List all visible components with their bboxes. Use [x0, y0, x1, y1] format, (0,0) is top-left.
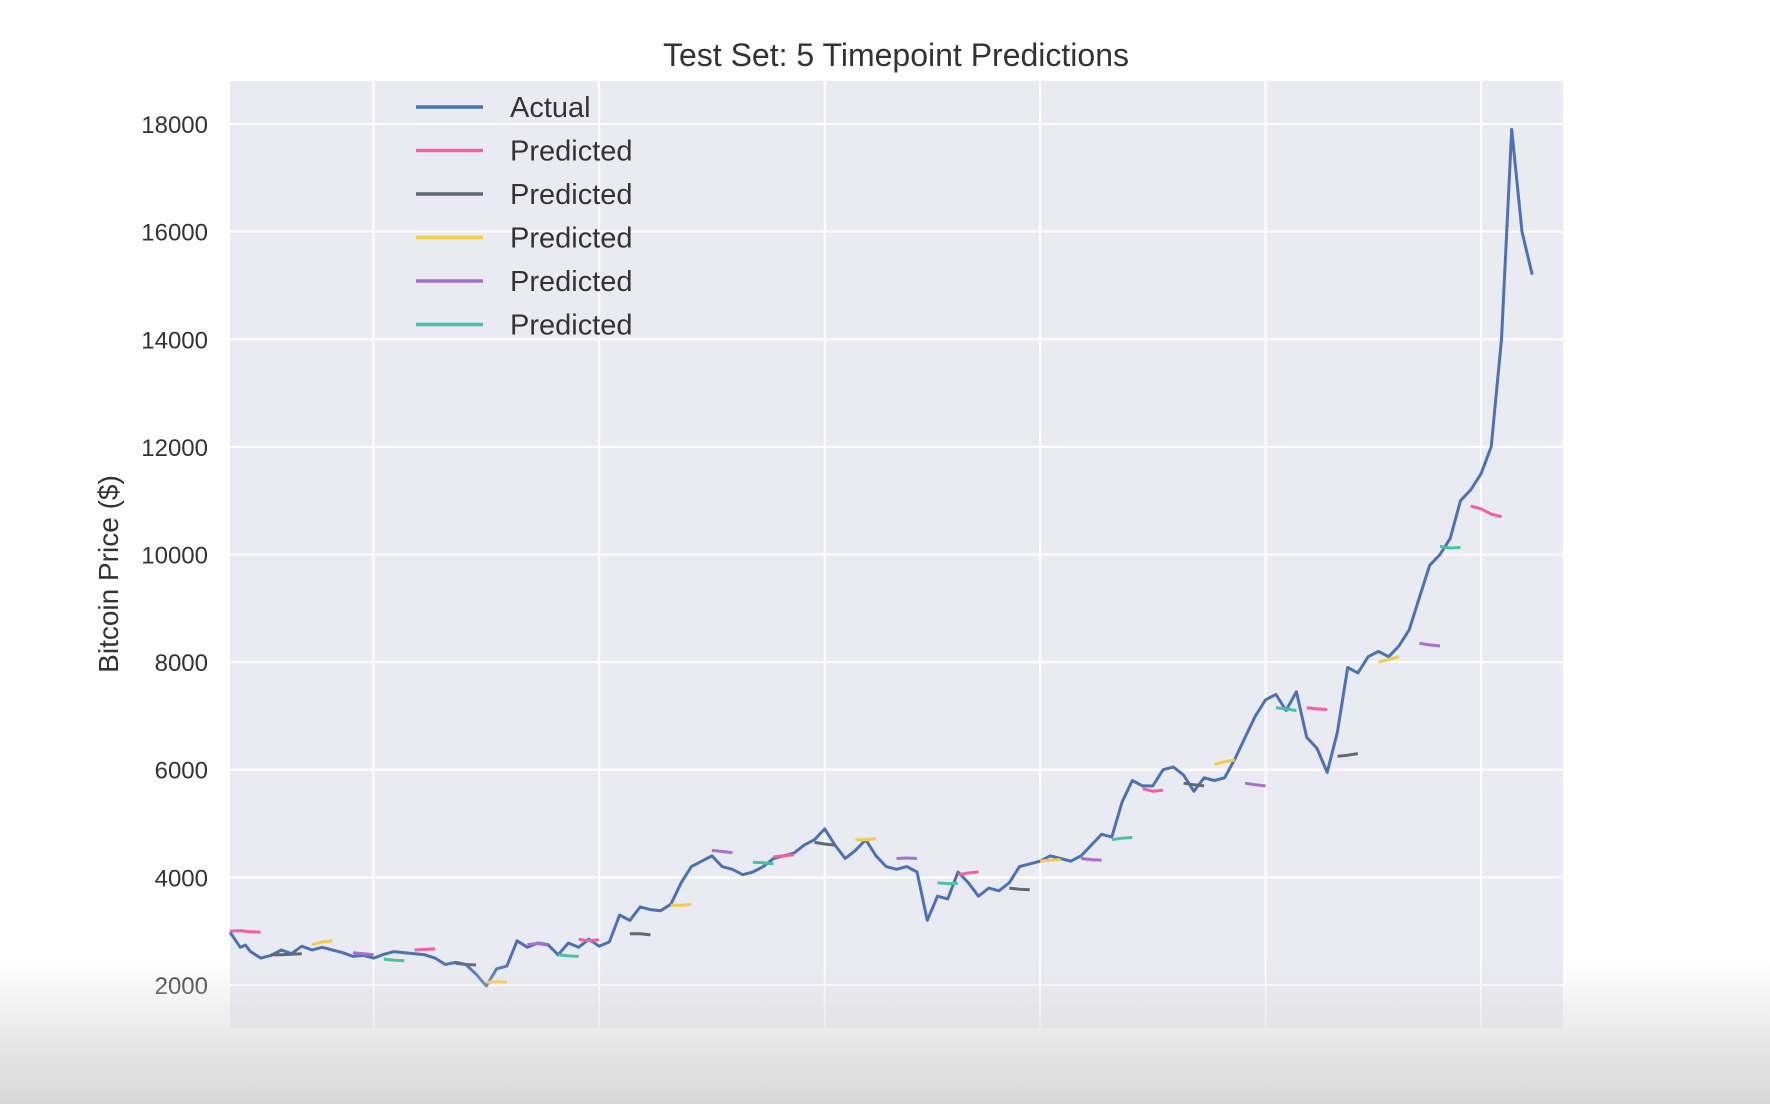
- series-line-predicted-2: [1183, 781, 1205, 788]
- y-tick-label: 18000: [141, 112, 208, 139]
- legend-label: Predicted: [510, 310, 633, 342]
- series-line-predicted-5: [937, 881, 959, 886]
- legend-label: Predicted: [510, 136, 633, 168]
- series-line-predicted-5: [752, 860, 774, 866]
- series-line-predicted-5: [1439, 544, 1461, 550]
- y-tick-label: 10000: [141, 543, 208, 570]
- series-line-predicted-4: [1080, 857, 1102, 862]
- series-line-predicted-1: [1306, 706, 1328, 711]
- series-line-predicted-1: [414, 947, 436, 952]
- y-axis-label: Bitcoin Price ($): [93, 475, 124, 673]
- series-line-predicted-4: [352, 951, 374, 957]
- series-line-predicted-1: [578, 937, 600, 943]
- legend-label: Predicted: [510, 179, 633, 211]
- series-line-predicted-4: [1244, 781, 1266, 788]
- series-line-predicted-1: [1142, 787, 1164, 793]
- legend-label: Actual: [510, 92, 591, 124]
- series-line-predicted-3: [1378, 655, 1400, 664]
- series-line-predicted-5: [1275, 706, 1297, 712]
- series-line-predicted-3: [670, 902, 692, 907]
- y-tick-label: 16000: [141, 220, 208, 247]
- series-line-predicted-3: [1214, 758, 1236, 766]
- legend-label: Predicted: [510, 266, 633, 298]
- series-line-predicted-5: [557, 953, 579, 958]
- series-line-predicted-5: [1111, 836, 1133, 842]
- series-line-predicted-2: [814, 840, 836, 847]
- series-line-predicted-2: [629, 932, 651, 937]
- legend-label: Predicted: [510, 223, 633, 255]
- y-tick-label: 8000: [155, 650, 208, 677]
- series-line-predicted-2: [1009, 886, 1030, 892]
- y-tick-label: 12000: [141, 435, 208, 462]
- y-tick-labels: 2000 4000 6000 8000 10000 12000 14000 16000 1800…: [141, 112, 208, 1000]
- series-line-predicted-3: [486, 980, 507, 984]
- series-line-predicted-1: [773, 853, 795, 859]
- series-line-predicted-4: [527, 942, 549, 947]
- series-line-predicted-4: [711, 848, 733, 855]
- series-line-predicted-5: [383, 957, 405, 963]
- legend: Actual Predicted Predicted Predicted Predict…: [416, 92, 633, 342]
- series-line-predicted-1: [1470, 504, 1502, 519]
- series-line-predicted-1: [229, 929, 261, 934]
- series-line-predicted-2: [1337, 752, 1359, 758]
- series-line-predicted-3: [1039, 858, 1061, 863]
- chart-title: Test Set: 5 Timepoint Predictions: [663, 37, 1129, 73]
- series-line-predicted-3: [855, 837, 877, 842]
- series-line-predicted-2: [271, 952, 302, 957]
- series-line-predicted-3: [311, 939, 333, 947]
- y-tick-label: 6000: [155, 758, 208, 785]
- series-line-predicted-1: [957, 870, 979, 877]
- y-tick-label: 2000: [155, 973, 208, 1000]
- y-tick-label: 14000: [141, 327, 208, 354]
- series-line-predicted-4: [896, 856, 918, 860]
- grid-lines: [230, 81, 1563, 1028]
- series-line-predicted-2: [455, 961, 477, 967]
- series-line-predicted-4: [1419, 641, 1441, 648]
- y-tick-label: 4000: [155, 865, 208, 892]
